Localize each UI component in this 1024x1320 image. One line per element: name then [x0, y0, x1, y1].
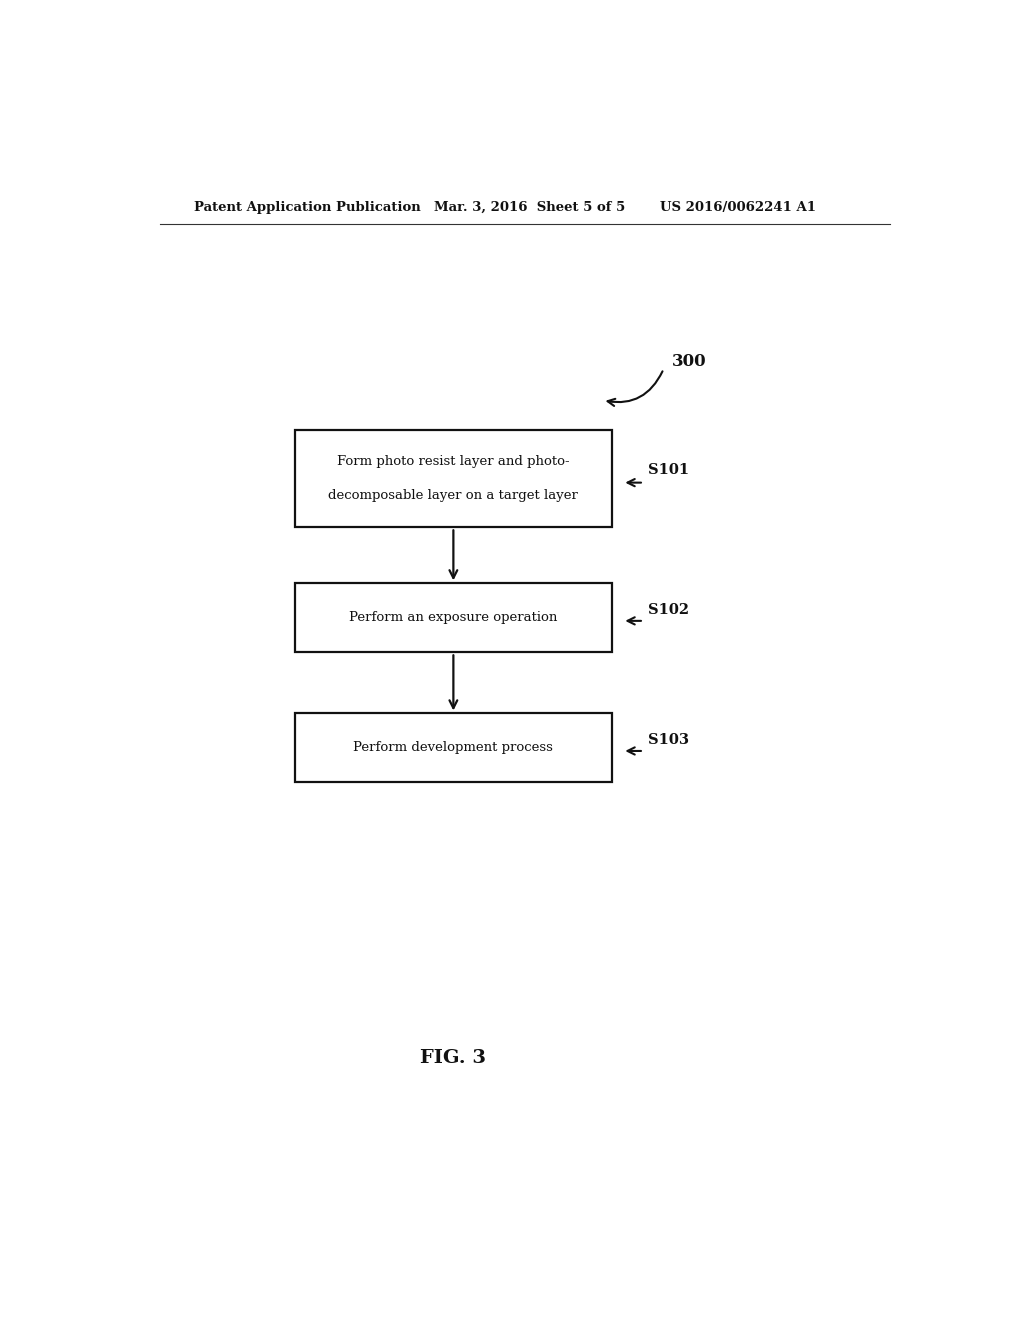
Text: decomposable layer on a target layer: decomposable layer on a target layer: [329, 490, 579, 503]
Text: Perform development process: Perform development process: [353, 742, 553, 755]
Text: Form photo resist layer and photo-: Form photo resist layer and photo-: [337, 454, 569, 467]
Bar: [295, 583, 612, 652]
Text: S101: S101: [648, 463, 689, 478]
Text: 300: 300: [672, 354, 707, 370]
Text: S103: S103: [648, 733, 689, 747]
Text: Perform an exposure operation: Perform an exposure operation: [349, 611, 557, 624]
Bar: [295, 713, 612, 783]
Bar: [295, 430, 612, 527]
Text: Patent Application Publication: Patent Application Publication: [194, 201, 421, 214]
Text: US 2016/0062241 A1: US 2016/0062241 A1: [659, 201, 816, 214]
Text: Mar. 3, 2016  Sheet 5 of 5: Mar. 3, 2016 Sheet 5 of 5: [433, 201, 625, 214]
Text: S102: S102: [648, 603, 689, 616]
Text: FIG. 3: FIG. 3: [421, 1049, 486, 1067]
